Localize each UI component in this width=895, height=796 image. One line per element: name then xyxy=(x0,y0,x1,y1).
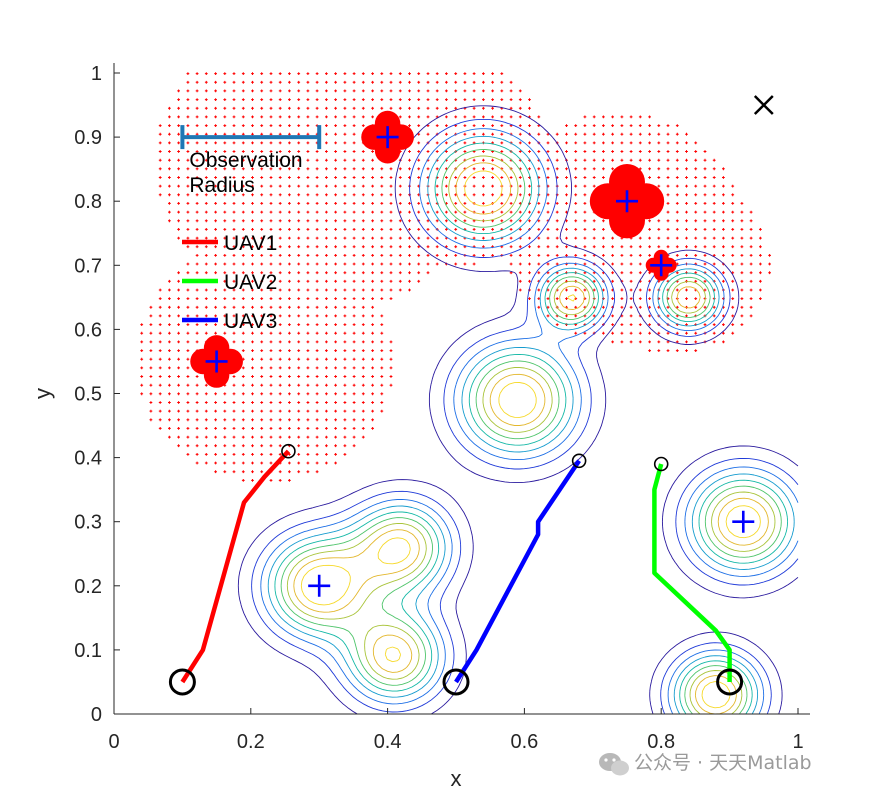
y-tick-label: 0.8 xyxy=(74,191,102,213)
uav2-path xyxy=(652,463,732,682)
plot-area xyxy=(140,72,799,715)
observed-region-grid xyxy=(140,72,771,482)
uav3-path xyxy=(454,459,581,684)
x-axis-label: x xyxy=(451,766,462,791)
contour-level-8 xyxy=(293,162,769,715)
goal-x-marker xyxy=(753,95,774,115)
contour-level-7 xyxy=(286,155,776,715)
uav1-current-circle xyxy=(281,443,296,459)
contour-level-1 xyxy=(237,105,799,715)
y-tick-label: 0.3 xyxy=(74,512,102,534)
legend-label-uav2: UAV2 xyxy=(224,271,277,294)
y-axis-label: y xyxy=(30,388,55,399)
uav-markers xyxy=(168,443,744,696)
observation-radius-label-line: Observation xyxy=(189,149,302,172)
target-marker-4 xyxy=(650,254,673,277)
y-tick-label: 0.4 xyxy=(74,448,102,470)
target-markers xyxy=(205,126,755,597)
y-tick-label: 0.1 xyxy=(74,640,102,662)
y-tick-label: 0.9 xyxy=(74,127,102,149)
target-marker-1 xyxy=(205,350,228,373)
x-tick-label: 0.4 xyxy=(374,731,402,753)
observation-radius-bar xyxy=(180,125,322,150)
y-tick-label: 0.5 xyxy=(74,384,102,406)
goal-x-icon xyxy=(753,95,774,115)
observed-grid-marks xyxy=(140,72,771,482)
density-contours xyxy=(237,105,799,715)
x-tick-label: 0.2 xyxy=(237,731,265,753)
watermark-text: 公众号 · 天天Matlab xyxy=(634,752,812,774)
annotations: Observation Radius xyxy=(180,95,774,197)
uav-paths xyxy=(180,449,732,684)
uav3-current-circle xyxy=(571,453,587,469)
target-marker-6 xyxy=(732,510,755,533)
watermark: 公众号 · 天天Matlab xyxy=(599,752,812,776)
observation-radius-label: Observation Radius xyxy=(189,149,302,197)
uav2-start-circle xyxy=(716,668,744,696)
observation-radius-label-line: Radius xyxy=(189,174,254,197)
legend-label-uav1: UAV1 xyxy=(224,232,277,255)
x-tick-label: 0.6 xyxy=(510,731,538,753)
target-marker-3 xyxy=(616,190,638,213)
x-tick-label: 1 xyxy=(792,731,803,753)
contour-level-3 xyxy=(260,128,799,715)
uav3-start-circle xyxy=(442,668,470,696)
y-tick-label: 0.6 xyxy=(74,319,102,341)
y-tick-label: 0.7 xyxy=(74,255,102,277)
contour-level-4 xyxy=(267,135,795,715)
x-axis-ticks: 0 0.2 0.4 0.6 0.8 1 xyxy=(108,708,804,753)
contour-level-5 xyxy=(274,142,789,715)
target-marker-2 xyxy=(376,126,399,149)
uav1-path xyxy=(180,449,291,684)
contour-level-9 xyxy=(300,170,761,709)
contour-level-2 xyxy=(251,118,799,715)
y-axis-ticks: 0 0.1 0.2 0.3 0.4 0.5 0.6 0.7 0.8 0.9 1 xyxy=(74,63,120,726)
x-tick-label: 0 xyxy=(108,731,119,753)
y-tick-label: 1 xyxy=(91,63,102,85)
target-marker-5 xyxy=(308,574,331,597)
y-tick-label: 0.2 xyxy=(74,576,102,598)
x-tick-label: 0.8 xyxy=(647,731,675,753)
wechat-icon xyxy=(599,753,629,776)
uav1-start-circle xyxy=(168,668,196,696)
y-tick-label: 0 xyxy=(91,704,102,726)
uav2-current-circle xyxy=(653,456,669,472)
legend: UAV1 UAV2 UAV3 xyxy=(182,232,277,333)
legend-label-uav3: UAV3 xyxy=(224,310,277,333)
axes: 0 0.2 0.4 0.6 0.8 1 0 0.1 0.2 0.3 0.4 0.5 0.6 0.7 0.8… xyxy=(30,63,810,791)
